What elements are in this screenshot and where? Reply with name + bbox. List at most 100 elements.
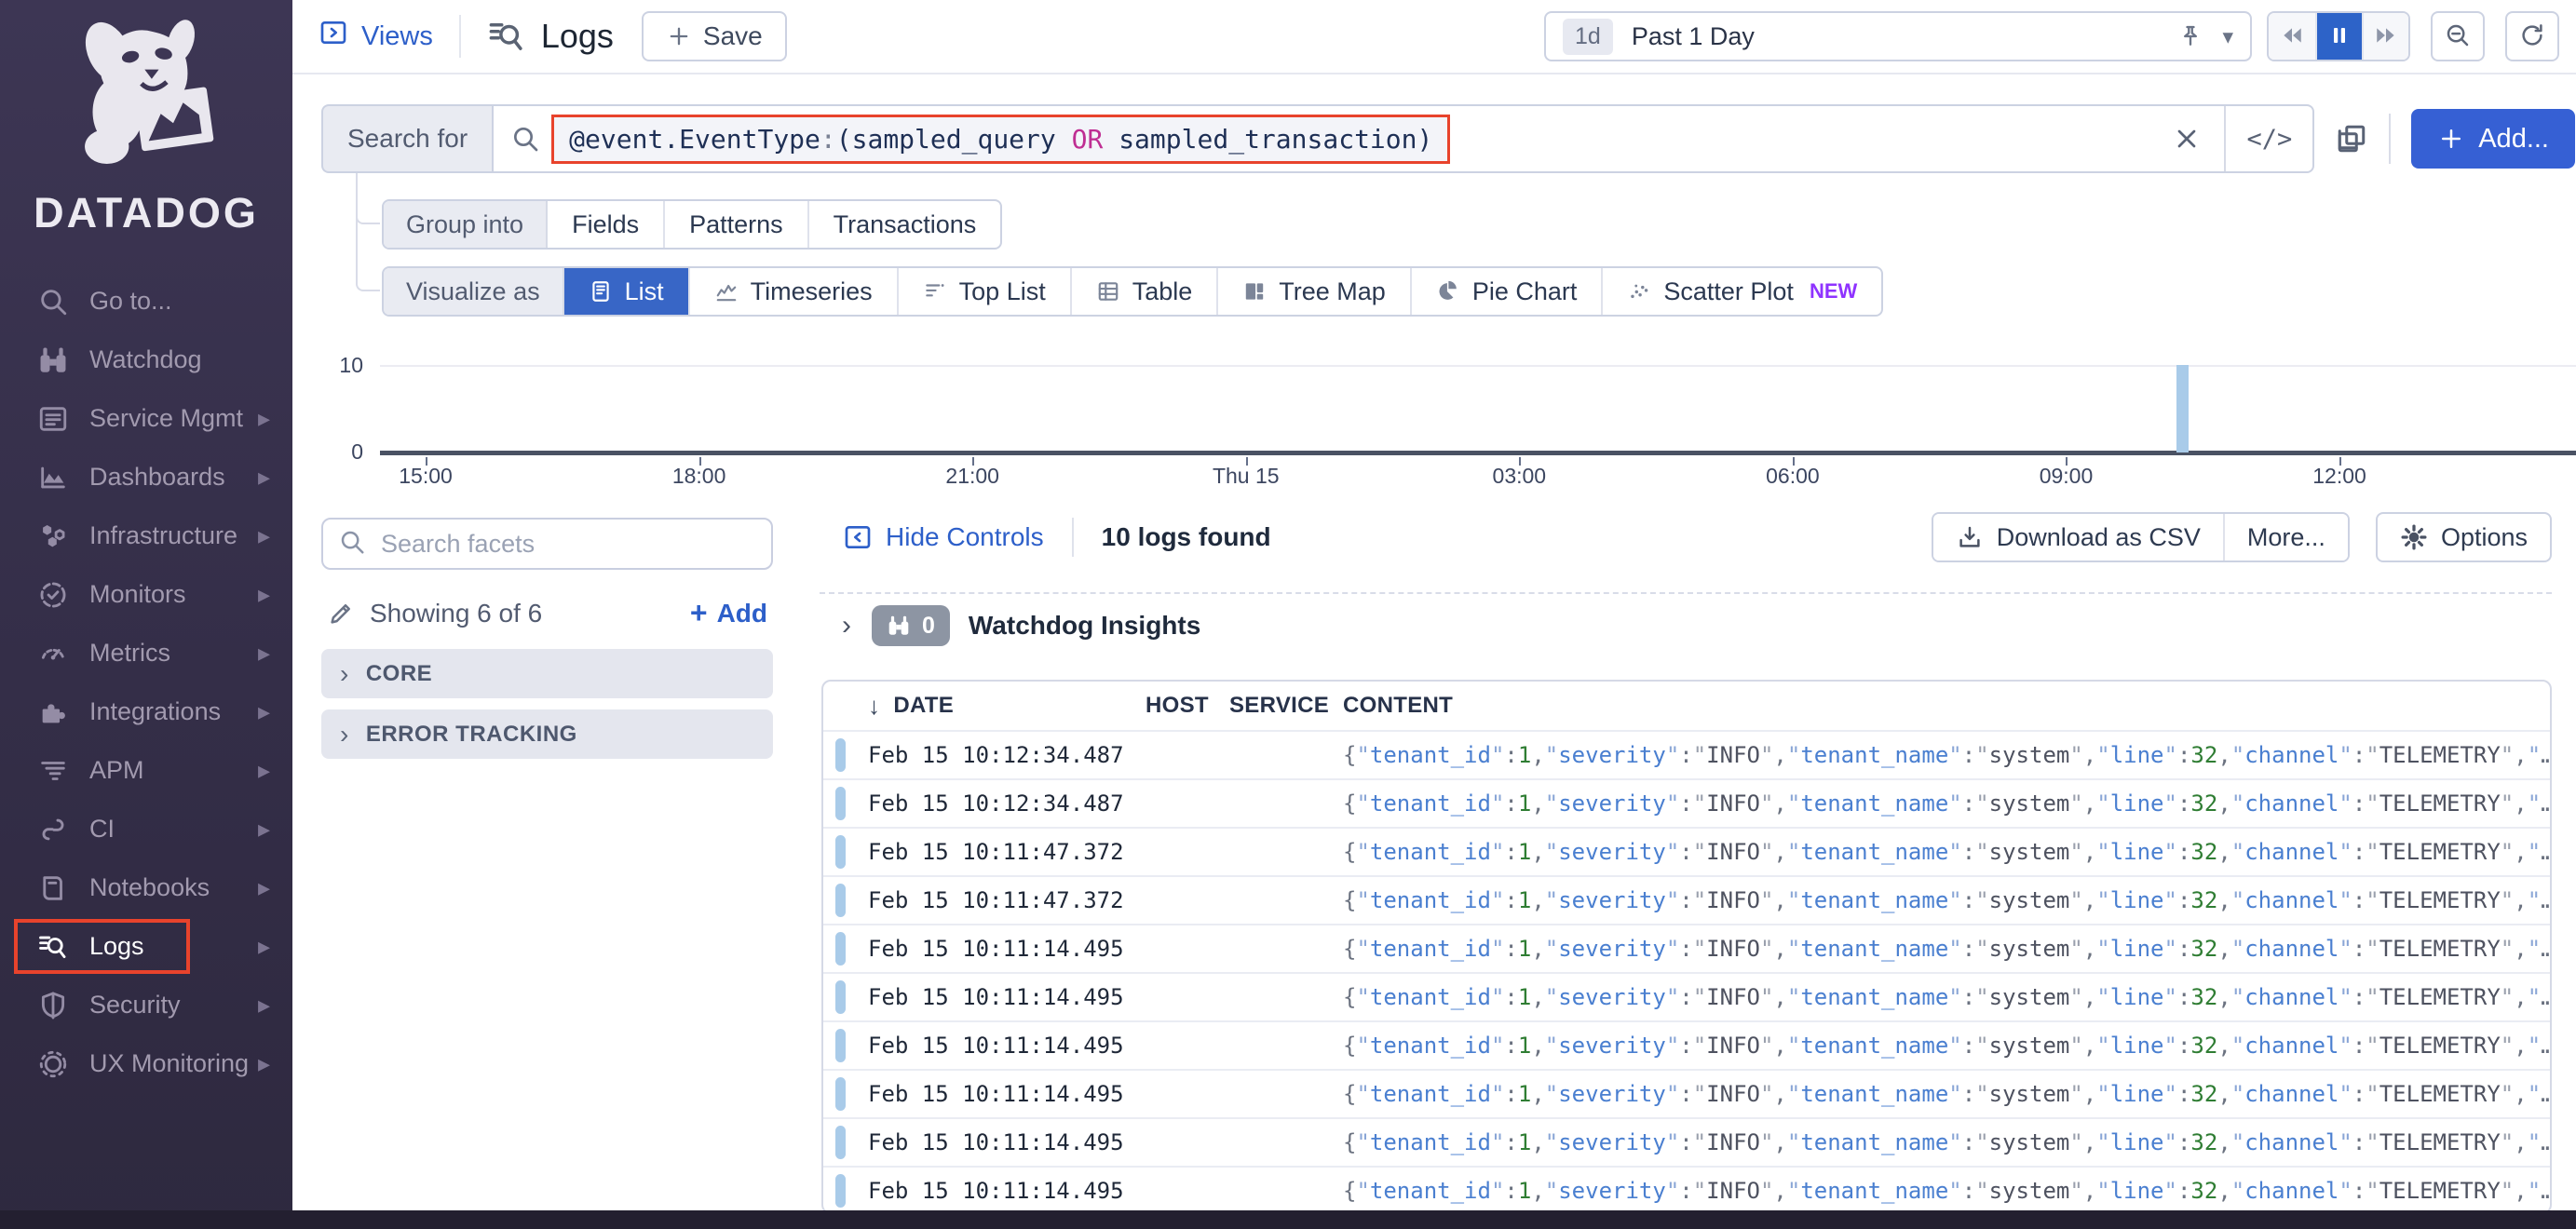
json-token: , — [2514, 1178, 2528, 1204]
column-header-host[interactable]: HOST — [1146, 693, 1229, 719]
json-token: channel — [2244, 1033, 2339, 1059]
viz-tab-table[interactable]: Table — [1069, 268, 1217, 315]
views-button-label: Views — [361, 20, 433, 51]
facet-search-box[interactable] — [321, 518, 773, 570]
sidebar-item-security[interactable]: Security ▸ — [0, 976, 292, 1034]
chevron-right-icon: ▸ — [257, 873, 270, 901]
json-token: " — [1786, 742, 1801, 768]
sidebar-item-service-mgmt[interactable]: Service Mgmt ▸ — [0, 389, 292, 448]
json-token: TELEMETRY — [2379, 1178, 2501, 1204]
watchdog-insights-row[interactable]: › 0 Watchdog Insights — [820, 592, 2552, 657]
sidebar-item-monitors[interactable]: Monitors ▸ — [0, 565, 292, 624]
json-token: severity — [1558, 742, 1666, 768]
gear-icon — [2400, 523, 2428, 551]
viz-tab-tree-map[interactable]: Tree Map — [1216, 268, 1410, 315]
sidebar-item-go-to[interactable]: Go to... — [0, 272, 292, 331]
json-token: , — [2082, 839, 2097, 865]
chart-plot-area[interactable] — [380, 365, 2576, 466]
search-icon — [35, 284, 71, 319]
zoom-out-button[interactable] — [2431, 11, 2485, 61]
group-tab-transactions[interactable]: Transactions — [807, 201, 1001, 248]
json-token: " — [2069, 790, 2083, 817]
refresh-button[interactable] — [2505, 11, 2559, 61]
datadog-logo[interactable]: DATADOG — [0, 0, 292, 237]
options-button[interactable]: Options — [2375, 512, 2552, 562]
json-token: " — [1665, 1033, 1680, 1059]
group-tab-fields[interactable]: Fields — [548, 201, 663, 248]
viz-tab-top-list[interactable]: Top List — [896, 268, 1070, 315]
viz-tab-list[interactable]: List — [563, 268, 688, 315]
sidebar-item-metrics[interactable]: Metrics ▸ — [0, 624, 292, 682]
facet-search-input[interactable] — [379, 528, 756, 560]
search-query-input[interactable]: @event.EventType:(sampled_query OR sampl… — [492, 104, 2315, 173]
json-token: " — [1544, 1178, 1559, 1204]
fast-forward-icon — [2374, 23, 2398, 50]
json-token: , — [2217, 1178, 2231, 1204]
log-table-row[interactable]: Feb 15 10:11:14.495 {"tenant_id":1,"sever… — [823, 972, 2550, 1020]
pin-icon[interactable] — [2177, 23, 2203, 49]
column-header-service[interactable]: SERVICE — [1229, 693, 1343, 719]
log-table-row[interactable]: Feb 15 10:11:47.372 {"tenant_id":1,"sever… — [823, 875, 2550, 924]
sidebar-item-infrastructure[interactable]: Infrastructure ▸ — [0, 506, 292, 565]
log-table-row[interactable]: Feb 15 10:12:34.487 {"tenant_id":1,"sever… — [823, 730, 2550, 778]
hide-controls-button[interactable]: Hide Controls — [843, 522, 1044, 552]
sidebar-nav: Go to... Watchdog Service Mgmt ▸ Dashboards ▸… — [0, 272, 292, 1093]
sidebar-item-ci[interactable]: CI ▸ — [0, 800, 292, 858]
time-range-picker[interactable]: 1d Past 1 Day ▾ — [1544, 11, 2252, 61]
log-table-row[interactable]: Feb 15 10:11:14.495 {"tenant_id":1,"sever… — [823, 924, 2550, 972]
viz-tab-pie-chart[interactable]: Pie Chart — [1409, 268, 1602, 315]
sidebar-item-label: Metrics — [89, 639, 170, 667]
fast-forward-button[interactable] — [2362, 13, 2408, 60]
log-table-row[interactable]: Feb 15 10:11:14.495 {"tenant_id":1,"sever… — [823, 1020, 2550, 1069]
chevron-right-icon[interactable]: › — [842, 610, 851, 641]
clear-query-icon[interactable] — [2149, 124, 2224, 154]
json-token: " — [1759, 984, 1774, 1010]
sidebar-item-watchdog[interactable]: Watchdog — [0, 331, 292, 389]
add-facet-button[interactable]: + Add — [690, 596, 767, 630]
log-table-row[interactable]: Feb 15 10:11:14.495 {"tenant_id":1,"sever… — [823, 1117, 2550, 1166]
highlighted-query[interactable]: @event.EventType:(sampled_query OR sampl… — [551, 114, 1451, 164]
json-token: " — [1975, 1081, 1989, 1107]
json-token: tenant_name — [1800, 936, 1949, 962]
sidebar-item-integrations[interactable]: Integrations ▸ — [0, 682, 292, 741]
sidebar-item-label: Service Mgmt — [89, 404, 244, 432]
sidebar-item-dashboards[interactable]: Dashboards ▸ — [0, 448, 292, 506]
sidebar-item-ux-monitoring[interactable]: UX Monitoring ▸ — [0, 1034, 292, 1093]
sidebar-item-apm[interactable]: APM ▸ — [0, 741, 292, 800]
json-token: " — [2339, 887, 2352, 913]
json-token: " — [1544, 887, 1559, 913]
copy-icon[interactable] — [2335, 122, 2368, 155]
log-table-row[interactable]: Feb 15 10:12:34.487 {"tenant_id":1,"sever… — [823, 778, 2550, 827]
code-view-toggle[interactable]: </> — [2224, 106, 2312, 171]
log-count-bar[interactable] — [2176, 365, 2189, 452]
add-widget-button[interactable]: Add... — [2411, 109, 2575, 169]
viz-tab-scatter-plot[interactable]: Scatter Plot NEW — [1601, 268, 1881, 315]
column-header-content[interactable]: CONTENT — [1343, 693, 2550, 719]
facet-group-error-tracking[interactable]: › ERROR TRACKING — [321, 709, 773, 759]
json-token: INFO — [1706, 936, 1760, 962]
sidebar-item-logs[interactable]: Logs ▸ — [0, 917, 292, 976]
rewind-button[interactable] — [2269, 13, 2315, 60]
sidebar-item-notebooks[interactable]: Notebooks ▸ — [0, 858, 292, 917]
chevron-down-icon[interactable]: ▾ — [2222, 23, 2233, 48]
group-into-row: Group into Fields Patterns Transactions — [382, 199, 1003, 250]
save-button[interactable]: Save — [641, 11, 787, 61]
column-header-date[interactable]: ↓ DATE — [868, 692, 1146, 721]
log-table-row[interactable]: Feb 15 10:11:14.495 {"tenant_id":1,"sever… — [823, 1166, 2550, 1212]
pause-icon — [2328, 24, 2351, 49]
viz-tab-timeseries[interactable]: Timeseries — [687, 268, 897, 315]
edit-pencil-icon[interactable] — [327, 600, 355, 628]
log-table-row[interactable]: Feb 15 10:11:14.495 {"tenant_id":1,"sever… — [823, 1069, 2550, 1117]
views-button[interactable]: Views — [319, 18, 433, 55]
chevron-right-icon: ▸ — [257, 815, 270, 843]
json-token: " — [1786, 1081, 1801, 1107]
facet-group-core[interactable]: › CORE — [321, 649, 773, 698]
download-csv-button[interactable]: Download as CSV — [1932, 514, 2223, 560]
json-token: " — [1692, 790, 1707, 817]
group-tab-patterns[interactable]: Patterns — [663, 201, 807, 248]
chevron-right-icon: ▸ — [257, 521, 270, 549]
pause-button[interactable] — [2315, 13, 2362, 60]
more-button[interactable]: More... — [2222, 514, 2348, 560]
log-table-row[interactable]: Feb 15 10:11:47.372 {"tenant_id":1,"sever… — [823, 827, 2550, 875]
json-token: 1 — [1517, 742, 1532, 768]
